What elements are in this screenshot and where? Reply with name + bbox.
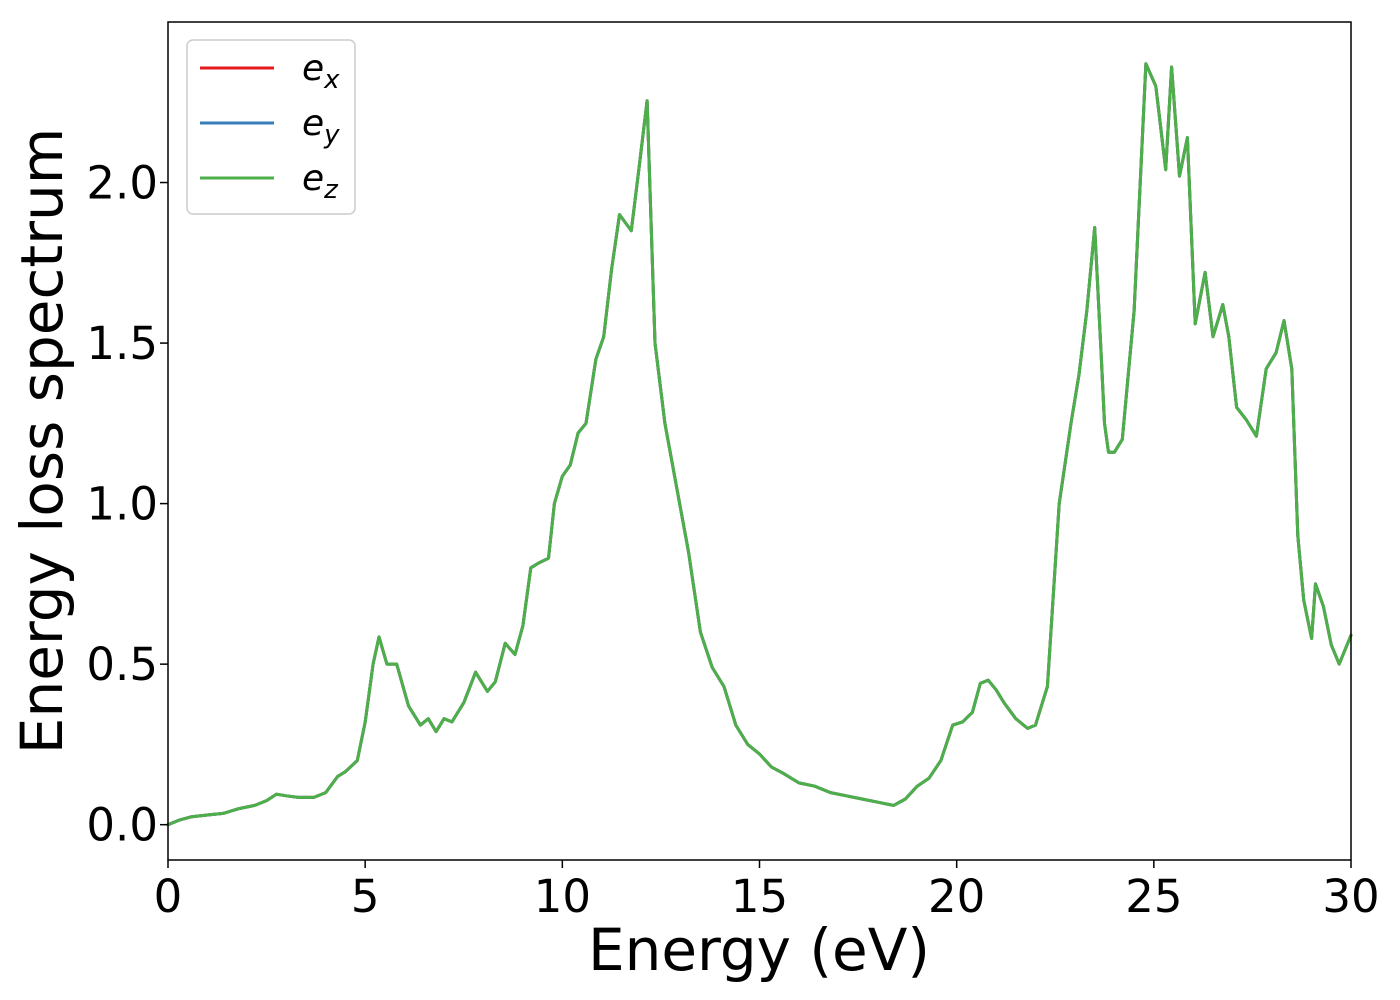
legend-label-ex: ex [302,48,340,95]
legend-label-subscript: y [323,120,340,150]
x-tick-label: 0 [154,870,183,923]
y-tick-label: 1.5 [86,317,158,370]
legend-label-base: e [302,103,324,144]
plot-area [166,62,1353,827]
x-tick-label: 10 [534,870,591,923]
x-axis-label: Energy (eV) [588,916,930,984]
x-tick-label: 20 [928,870,985,923]
y-tick-label: 2.0 [86,157,158,210]
y-axis-label: Energy loss spectrum [8,128,76,754]
legend-box [186,39,356,215]
legend-label-ez: ez [302,158,339,205]
legend-label-subscript: x [323,65,340,95]
legend-label-subscript: z [323,175,339,205]
x-tick-label: 25 [1125,870,1182,923]
x-axis: 0 5 10 15 20 25 30 [154,860,1380,923]
y-axis: 0.0 0.5 1.0 1.5 2.0 [86,157,168,852]
x-tick-label: 5 [351,870,380,923]
y-tick-label: 0.0 [86,799,158,852]
y-tick-label: 1.0 [86,478,158,531]
x-tick-label: 30 [1322,870,1379,923]
legend-label-base: e [302,158,324,199]
series-line-ez [166,62,1353,827]
legend-label-ey: ey [302,103,340,150]
legend-label-base: e [302,48,324,89]
x-tick-label: 15 [731,870,788,923]
y-tick-label: 0.5 [86,638,158,691]
